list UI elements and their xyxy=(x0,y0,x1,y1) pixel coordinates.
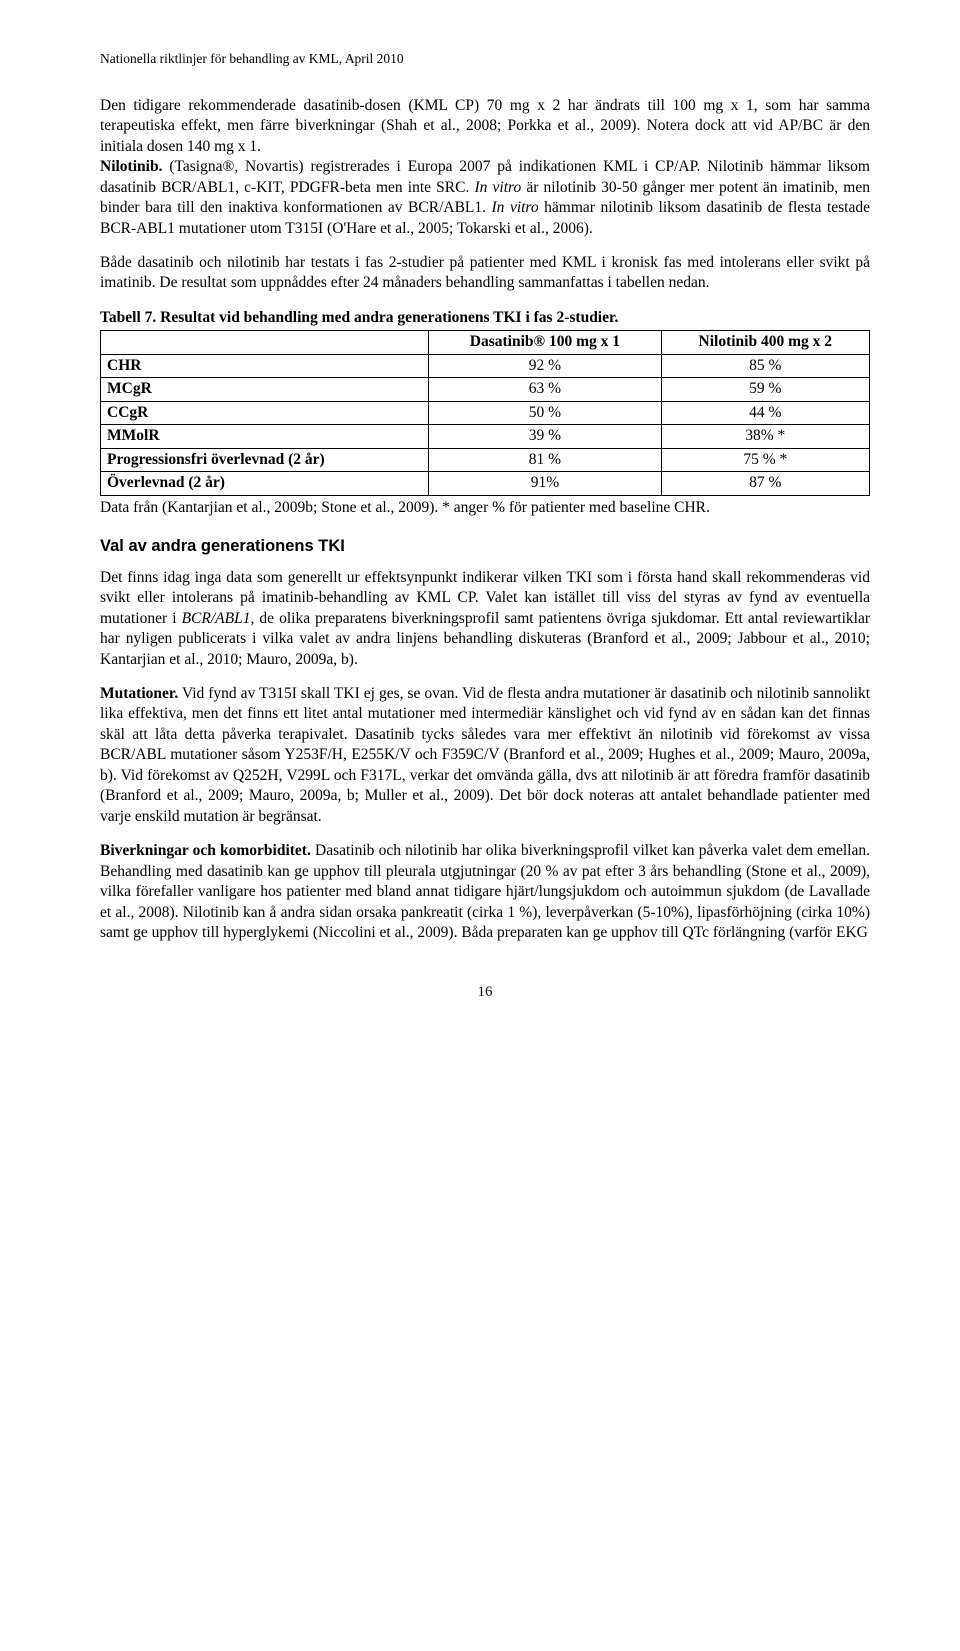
table-title: Tabell 7. Resultat vid behandling med an… xyxy=(100,308,870,328)
row-v2: 59 % xyxy=(661,378,869,401)
row-v1: 91% xyxy=(429,472,661,495)
section-heading: Val av andra generationens TKI xyxy=(100,536,870,558)
row-v1: 81 % xyxy=(429,448,661,471)
paragraph-1: Den tidigare rekommenderade dasatinib-do… xyxy=(100,96,870,239)
page-header: Nationella riktlinjer för behandling av … xyxy=(100,50,870,68)
row-v2: 44 % xyxy=(661,401,869,424)
para1-pre: Den tidigare rekommenderade dasatinib-do… xyxy=(100,97,870,155)
page-number: 16 xyxy=(100,983,870,1003)
mutationer-lead: Mutationer. xyxy=(100,685,178,702)
table-header-col2: Nilotinib 400 mg x 2 xyxy=(661,331,869,354)
row-label: Progressionsfri överlevnad (2 år) xyxy=(101,448,429,471)
invitro-1: In vitro xyxy=(474,179,521,196)
results-table: Dasatinib® 100 mg x 1 Nilotinib 400 mg x… xyxy=(100,330,870,495)
row-v2: 87 % xyxy=(661,472,869,495)
para4-body: Vid fynd av T315I skall TKI ej ges, se o… xyxy=(100,685,870,825)
row-v1: 92 % xyxy=(429,354,661,377)
table-header-empty xyxy=(101,331,429,354)
table-row: MCgR 63 % 59 % xyxy=(101,378,870,401)
row-v1: 50 % xyxy=(429,401,661,424)
row-v1: 63 % xyxy=(429,378,661,401)
row-label: Överlevnad (2 år) xyxy=(101,472,429,495)
row-v2: 38% * xyxy=(661,425,869,448)
row-label: CHR xyxy=(101,354,429,377)
table-header-row: Dasatinib® 100 mg x 1 Nilotinib 400 mg x… xyxy=(101,331,870,354)
table-row: MMolR 39 % 38% * xyxy=(101,425,870,448)
table-header-col1: Dasatinib® 100 mg x 1 xyxy=(429,331,661,354)
table-row: Överlevnad (2 år) 91% 87 % xyxy=(101,472,870,495)
row-label: CCgR xyxy=(101,401,429,424)
row-v1: 39 % xyxy=(429,425,661,448)
row-v2: 75 % * xyxy=(661,448,869,471)
nilotinib-lead: Nilotinib. xyxy=(100,158,162,175)
table-row: CCgR 50 % 44 % xyxy=(101,401,870,424)
paragraph-2: Både dasatinib och nilotinib har testats… xyxy=(100,253,870,294)
table-row: Progressionsfri överlevnad (2 år) 81 % 7… xyxy=(101,448,870,471)
para3-italic: BCR/ABL1 xyxy=(182,610,251,627)
table-caption: Data från (Kantarjian et al., 2009b; Sto… xyxy=(100,498,870,518)
paragraph-4: Mutationer. Vid fynd av T315I skall TKI … xyxy=(100,684,870,827)
table-row: CHR 92 % 85 % xyxy=(101,354,870,377)
biverkningar-lead: Biverkningar och komorbiditet. xyxy=(100,842,311,859)
row-label: MMolR xyxy=(101,425,429,448)
paragraph-5: Biverkningar och komorbiditet. Dasatinib… xyxy=(100,841,870,943)
invitro-2: In vitro xyxy=(492,199,539,216)
paragraph-3: Det finns idag inga data som generellt u… xyxy=(100,568,870,670)
row-v2: 85 % xyxy=(661,354,869,377)
row-label: MCgR xyxy=(101,378,429,401)
